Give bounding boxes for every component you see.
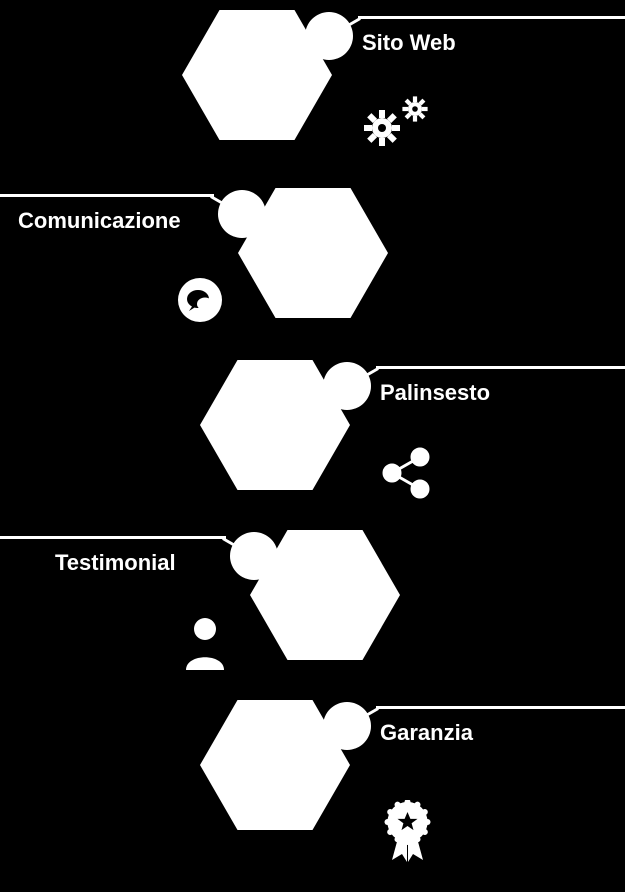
share-icon: [380, 445, 435, 500]
gears-icon: [360, 95, 440, 150]
hline-palinsesto: [376, 366, 625, 369]
hline-comunicazione: [0, 194, 214, 197]
chat-icon: [175, 275, 225, 325]
hline-testimonial: [0, 536, 226, 539]
label-comunicazione: Comunicazione: [18, 208, 181, 234]
award-icon: [380, 800, 435, 865]
infographic-stage: Sito Web: [0, 0, 625, 892]
person-icon: [180, 615, 230, 670]
label-sito-web: Sito Web: [362, 30, 456, 56]
label-garanzia: Garanzia: [380, 720, 473, 746]
hline-garanzia: [376, 706, 625, 709]
hline-sito-web: [358, 16, 625, 19]
label-testimonial: Testimonial: [55, 550, 176, 576]
label-palinsesto: Palinsesto: [380, 380, 490, 406]
